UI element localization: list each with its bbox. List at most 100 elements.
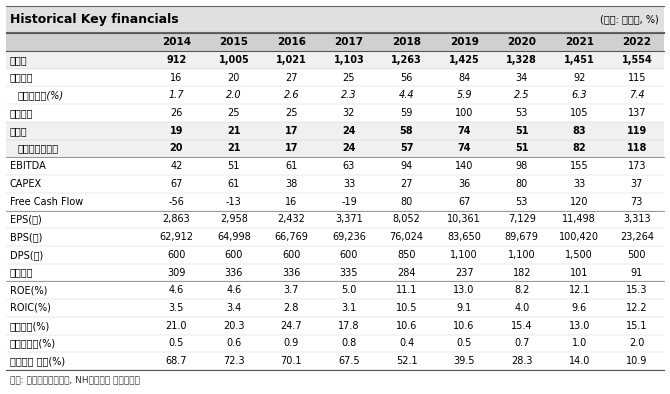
Text: 2019: 2019 [450, 37, 478, 47]
Text: 1,100: 1,100 [450, 250, 478, 260]
Bar [6, 210, 664, 228]
Text: 137: 137 [628, 108, 646, 118]
Text: 42: 42 [170, 161, 182, 171]
Bar [6, 175, 664, 193]
Text: 순차입금: 순차입금 [10, 268, 34, 277]
Text: 53: 53 [515, 108, 528, 118]
Text: 83: 83 [572, 126, 586, 136]
Text: 62,912: 62,912 [159, 232, 193, 242]
Text: 912: 912 [166, 55, 186, 65]
Text: 25: 25 [343, 72, 355, 83]
Text: 63: 63 [343, 161, 355, 171]
Text: 0.6: 0.6 [226, 338, 241, 348]
Text: 2.0: 2.0 [226, 90, 242, 100]
Text: 2.6: 2.6 [283, 90, 299, 100]
Text: 8,052: 8,052 [393, 214, 421, 224]
Text: DPS(원): DPS(원) [10, 250, 44, 260]
Text: 2015: 2015 [219, 37, 249, 47]
Text: 15.1: 15.1 [626, 321, 648, 331]
Text: 66,769: 66,769 [275, 232, 308, 242]
Text: 13.0: 13.0 [569, 321, 590, 331]
Text: 24: 24 [342, 126, 356, 136]
Text: 5.9: 5.9 [456, 90, 472, 100]
Text: 11,498: 11,498 [562, 214, 596, 224]
Bar [6, 139, 664, 157]
Text: 82: 82 [572, 143, 586, 154]
Text: 21.0: 21.0 [165, 321, 187, 331]
Text: 8.2: 8.2 [514, 285, 529, 295]
Text: 1,554: 1,554 [622, 55, 652, 65]
Bar [6, 157, 664, 175]
Text: 91: 91 [630, 268, 643, 277]
Text: 4.0: 4.0 [514, 303, 529, 313]
Text: 84: 84 [458, 72, 470, 83]
Text: 10.5: 10.5 [396, 303, 417, 313]
Text: 지배지분순이익: 지배지분순이익 [18, 143, 59, 154]
Text: 23,264: 23,264 [620, 232, 654, 242]
Text: BPS(원): BPS(원) [10, 232, 42, 242]
Text: 20: 20 [228, 72, 240, 83]
Text: 3,313: 3,313 [623, 214, 651, 224]
Text: 20: 20 [170, 143, 183, 154]
Text: 336: 336 [282, 268, 301, 277]
Text: 64,998: 64,998 [217, 232, 251, 242]
Text: 1,500: 1,500 [565, 250, 593, 260]
Text: 69,236: 69,236 [332, 232, 366, 242]
Text: 52.1: 52.1 [396, 356, 417, 366]
Text: 21: 21 [227, 126, 241, 136]
Text: 70.1: 70.1 [281, 356, 302, 366]
Text: 27: 27 [285, 72, 297, 83]
Bar [6, 264, 664, 281]
Bar [6, 6, 664, 32]
Text: 500: 500 [628, 250, 646, 260]
Text: 24.7: 24.7 [281, 321, 302, 331]
Text: 5.0: 5.0 [341, 285, 356, 295]
Text: 74: 74 [458, 126, 471, 136]
Text: 51: 51 [515, 143, 529, 154]
Bar [6, 122, 664, 139]
Text: 73: 73 [630, 197, 643, 206]
Text: 26: 26 [170, 108, 182, 118]
Text: 0.7: 0.7 [514, 338, 529, 348]
Text: 11.1: 11.1 [396, 285, 417, 295]
Text: 38: 38 [285, 179, 297, 189]
Text: 14.0: 14.0 [569, 356, 590, 366]
Text: 237: 237 [455, 268, 474, 277]
Text: 61: 61 [228, 179, 240, 189]
Text: 1,263: 1,263 [391, 55, 422, 65]
Text: 자료: 신세계인터내셔널, NH투자증권 리서치본부: 자료: 신세계인터내셔널, NH투자증권 리서치본부 [10, 375, 140, 385]
Text: 2.5: 2.5 [514, 90, 529, 100]
Text: 1.7: 1.7 [168, 90, 184, 100]
Text: 2016: 2016 [277, 37, 306, 47]
Bar [6, 335, 664, 352]
Text: 0.5: 0.5 [169, 338, 184, 348]
Text: 80: 80 [516, 179, 528, 189]
Text: -56: -56 [168, 197, 184, 206]
Text: 4.6: 4.6 [226, 285, 241, 295]
Text: 100,420: 100,420 [559, 232, 599, 242]
Text: 9.6: 9.6 [572, 303, 587, 313]
Text: 80: 80 [401, 197, 413, 206]
Text: 1,328: 1,328 [507, 55, 537, 65]
Bar [6, 69, 664, 86]
Text: 25: 25 [228, 108, 240, 118]
Text: 2017: 2017 [334, 37, 364, 47]
Text: 2018: 2018 [392, 37, 421, 47]
Text: 36: 36 [458, 179, 470, 189]
Text: 3.4: 3.4 [226, 303, 241, 313]
Text: 37: 37 [630, 179, 643, 189]
Bar [6, 104, 664, 122]
Text: 76,024: 76,024 [389, 232, 423, 242]
Text: 3.7: 3.7 [283, 285, 299, 295]
Text: 98: 98 [516, 161, 528, 171]
Text: 4.4: 4.4 [399, 90, 414, 100]
Text: 1,100: 1,100 [508, 250, 535, 260]
Text: 16: 16 [285, 197, 297, 206]
Text: 335: 335 [340, 268, 358, 277]
Text: 19: 19 [170, 126, 183, 136]
Text: 1,425: 1,425 [449, 55, 480, 65]
Text: 2022: 2022 [622, 37, 651, 47]
Text: 2,432: 2,432 [277, 214, 306, 224]
Text: 58: 58 [400, 126, 413, 136]
Text: 4.6: 4.6 [169, 285, 184, 295]
